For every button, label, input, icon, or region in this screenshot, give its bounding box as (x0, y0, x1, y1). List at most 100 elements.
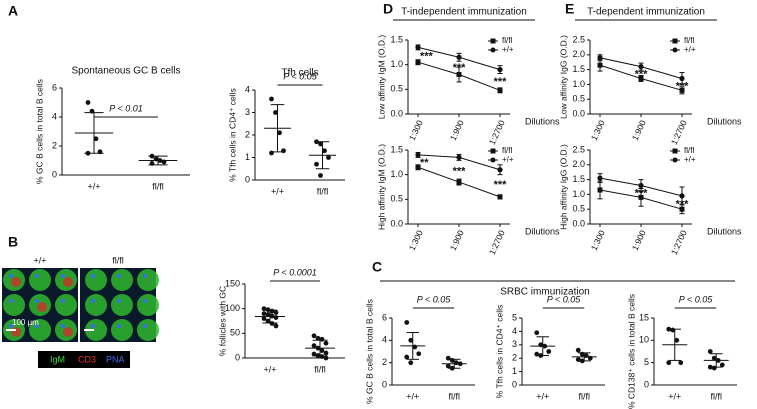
y-tick-label: 0.0 (572, 108, 585, 118)
p-value: P < 0.05 (547, 294, 581, 304)
follicle (137, 294, 159, 316)
x-tick-label: 1:900 (448, 228, 466, 252)
data-point (261, 316, 267, 321)
data-point (318, 173, 323, 178)
pna-spot (143, 274, 147, 278)
stain-legend-box (38, 351, 130, 368)
data-point (638, 194, 644, 200)
y-tick-label: 4 (382, 335, 387, 345)
y-tick-label: 5 (644, 357, 649, 367)
y-tick-label: 1.5 (390, 34, 403, 44)
data-point (674, 337, 680, 343)
pna-spot (117, 324, 121, 328)
y-tick-label: 1 (512, 366, 517, 376)
legend-label: +/+ (502, 155, 514, 164)
chart-title: Tfh cells (281, 68, 318, 79)
pna-spot (143, 324, 147, 328)
y-tick-label: 1.5 (390, 144, 403, 154)
data-point (678, 360, 684, 366)
x-axis-label: Dilutions (707, 226, 742, 236)
legend-marker (490, 38, 496, 44)
germinal-center (37, 302, 47, 312)
y-axis-label: Low affinity IgM (O.D.) (376, 35, 386, 120)
pna-spot (35, 324, 39, 328)
significance-label: *** (635, 187, 649, 199)
y-tick-label: 2.5 (572, 34, 585, 44)
data-point (415, 164, 421, 170)
data-point (265, 318, 271, 324)
p-value: P < 0.05 (679, 294, 713, 304)
y-tick-label: 2 (52, 140, 57, 150)
legend-label: +/+ (684, 155, 696, 164)
y-tick-label: 5 (512, 312, 517, 322)
y-tick-label: 15 (639, 312, 649, 322)
data-point (597, 62, 603, 68)
significance-label: *** (453, 62, 467, 74)
x-tick-label: fl/fl (710, 391, 722, 401)
y-axis-label: % Tfh cells in CD4⁺ cells (494, 305, 504, 399)
y-tick-label: 2.0 (572, 49, 585, 59)
pna-spot (143, 299, 147, 303)
significance-label: *** (494, 76, 508, 88)
y-tick-label: 1.0 (390, 169, 403, 179)
data-point (311, 343, 317, 349)
data-point (315, 335, 321, 341)
significance-label: *** (676, 198, 690, 210)
data-point (326, 155, 331, 160)
stain-label: IgM (50, 354, 65, 364)
data-point (679, 87, 685, 93)
data-point (456, 72, 462, 78)
x-tick-label: 1:2700 (669, 118, 689, 146)
y-tick-label: 0.0 (390, 218, 403, 228)
y-tick-label: 10 (639, 335, 649, 345)
data-point (404, 320, 410, 325)
pna-spot (91, 299, 95, 303)
data-point (93, 136, 99, 142)
data-point (497, 87, 503, 93)
follicle (3, 294, 25, 316)
data-point (314, 161, 319, 167)
data-point (261, 311, 267, 316)
legend-marker (490, 157, 496, 163)
y-tick-label: 1.5 (572, 174, 585, 184)
stain-label: CD3 (78, 354, 96, 364)
data-point (415, 44, 421, 51)
data-point (597, 55, 603, 61)
data-point (497, 194, 503, 200)
data-point (456, 179, 462, 185)
data-point (497, 67, 503, 73)
pna-spot (35, 274, 39, 278)
x-tick-label: +/+ (406, 391, 419, 401)
germinal-center (11, 277, 21, 287)
data-point (597, 187, 603, 193)
data-point (415, 152, 421, 158)
data-point (322, 148, 327, 154)
follicle (111, 269, 133, 291)
y-tick-label: 2 (245, 129, 250, 139)
significance-label: *** (494, 179, 508, 191)
data-point (408, 337, 414, 343)
data-point (404, 354, 410, 360)
legend-marker (490, 148, 496, 154)
y-tick-label: 2.0 (572, 159, 585, 169)
legend-marker (672, 38, 678, 44)
data-point (546, 349, 552, 354)
pna-spot (9, 274, 13, 278)
pna-spot (9, 299, 13, 303)
legend-label: +/+ (502, 45, 514, 54)
panel-label: E (565, 1, 574, 17)
significance-label: *** (676, 80, 690, 92)
panel-label: C (372, 259, 382, 275)
micrograph-label: +/+ (33, 255, 46, 265)
pna-spot (61, 299, 65, 303)
y-tick-label: 0.5 (390, 194, 403, 204)
legend-label: fl/fl (684, 36, 694, 45)
data-point (273, 315, 279, 320)
germinal-center (63, 327, 73, 337)
x-tick-label: fl/fl (314, 364, 326, 374)
follicle (55, 294, 77, 316)
y-axis-label: % Tfh cells in CD4⁺ cells (227, 88, 237, 182)
follicle (137, 269, 159, 291)
x-tick-label: 1:900 (630, 228, 648, 252)
